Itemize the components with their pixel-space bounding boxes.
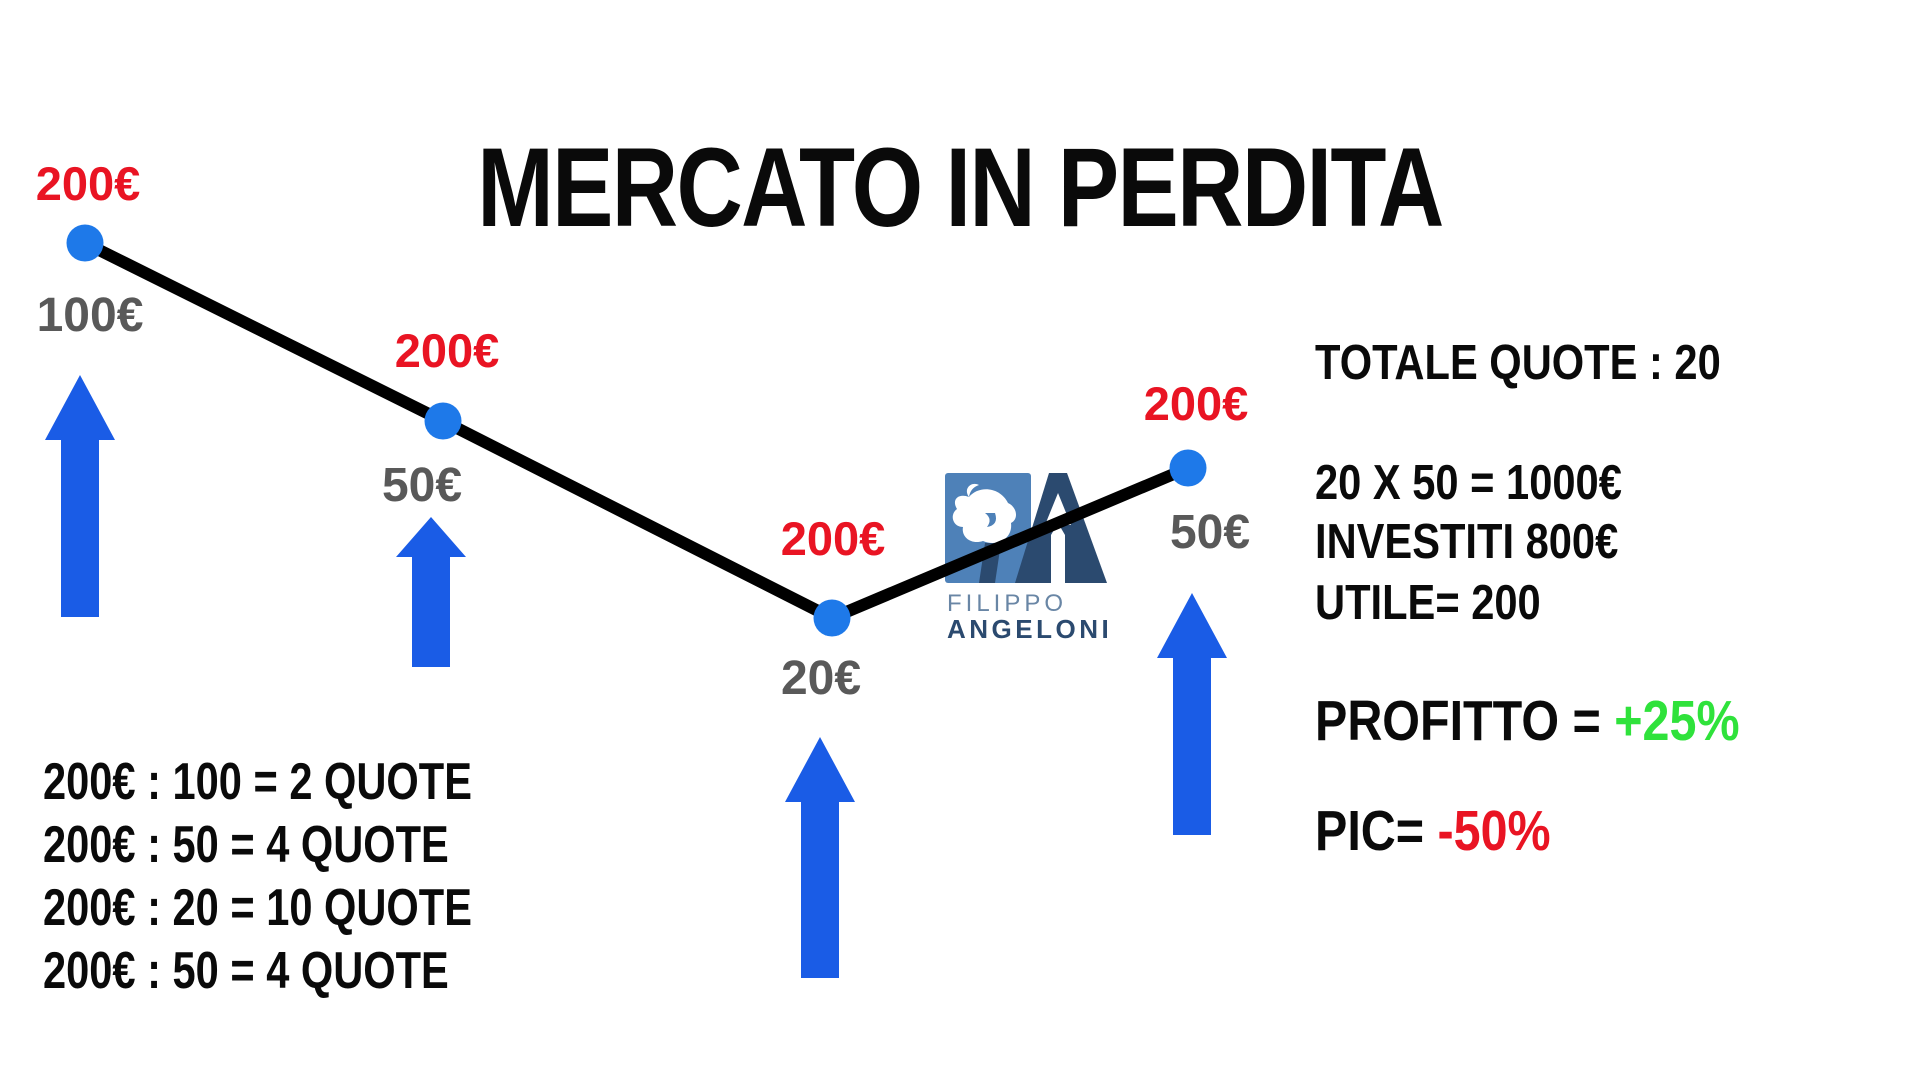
calc-line-4: 200€ : 50 = 4 QUOTE xyxy=(43,942,449,1000)
logo-first-name: FILIPPO xyxy=(947,590,1068,617)
price-line xyxy=(82,237,1191,625)
logo-last-name: ANGELONI xyxy=(947,614,1113,644)
data-point-3 xyxy=(813,599,851,637)
page-title: MERCATO IN PERDITA xyxy=(477,125,1444,251)
quote-calculations: 200€ : 100 = 2 QUOTE 200€ : 50 = 4 QUOTE… xyxy=(43,751,472,1003)
pic-line: PIC= -50% xyxy=(1315,803,1551,860)
buy-arrow-icon-3 xyxy=(785,737,855,978)
share-price-label-2: 50€ xyxy=(381,459,463,512)
profitto-label: PROFITTO = xyxy=(1315,689,1615,753)
calc-line-3: 200€ : 20 = 10 QUOTE xyxy=(43,879,472,937)
profitto-line: PROFITTO = +25% xyxy=(1315,693,1740,750)
logo-tower-icon xyxy=(1051,523,1065,583)
invested-amount-label-1: 200€ xyxy=(35,157,141,210)
value-calc-line: 20 X 50 = 1000€ xyxy=(1315,456,1622,510)
bull-tail-icon xyxy=(985,513,996,527)
profitto-value: +25% xyxy=(1614,689,1740,753)
investiti-line: INVESTITI 800€ xyxy=(1315,515,1619,569)
totale-quote-line: TOTALE QUOTE : 20 xyxy=(1315,336,1721,390)
invested-amount-label-4: 200€ xyxy=(1143,377,1249,430)
share-price-label-4: 50€ xyxy=(1169,506,1251,559)
pic-value: -50% xyxy=(1437,799,1551,863)
invested-amount-label-2: 200€ xyxy=(394,324,500,377)
calc-line-2: 200€ : 50 = 4 QUOTE xyxy=(43,816,449,874)
bull-horn-icon xyxy=(966,483,979,497)
pic-label: PIC= xyxy=(1315,799,1438,863)
buy-arrow-icon-1 xyxy=(45,375,115,617)
buy-arrow-icon-4 xyxy=(1157,593,1227,835)
data-point-4 xyxy=(1169,449,1207,487)
calc-line-1: 200€ : 100 = 2 QUOTE xyxy=(43,753,472,811)
data-point-1 xyxy=(66,224,104,262)
buy-arrow-icon-2 xyxy=(396,517,466,667)
invested-amount-label-3: 200€ xyxy=(780,512,886,565)
share-price-label-1: 100€ xyxy=(36,289,144,342)
bull-icon xyxy=(952,489,1017,543)
share-price-label-3: 20€ xyxy=(780,652,862,705)
data-point-2 xyxy=(424,402,462,440)
utile-line: UTILE= 200 xyxy=(1315,576,1541,630)
